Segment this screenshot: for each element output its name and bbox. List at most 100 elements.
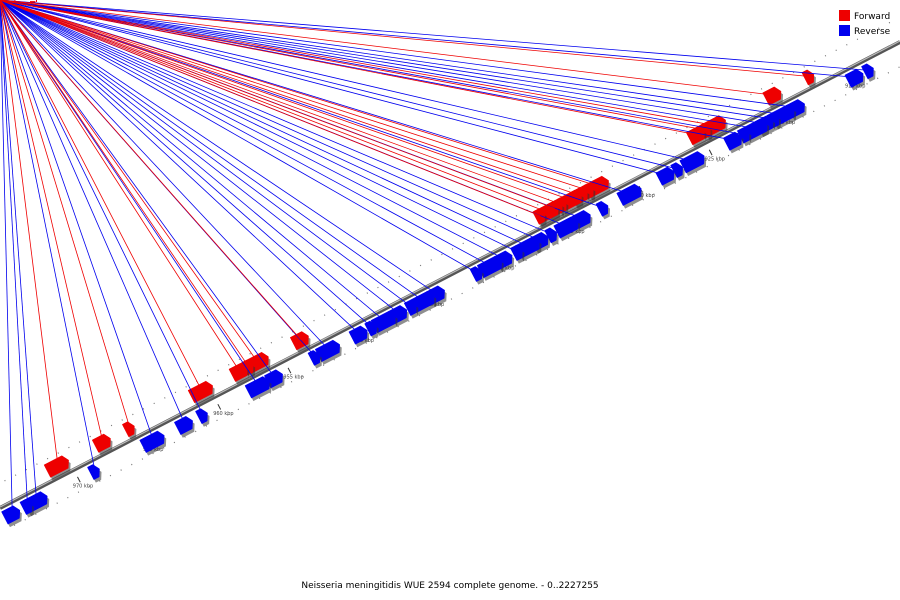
label-leader [0, 0, 870, 71]
tick-label: 960 kbp [213, 411, 233, 417]
tick-label: 930 kbp [634, 193, 654, 199]
label-leader [0, 0, 131, 429]
tick-label: 970 kbp [73, 484, 93, 490]
gene-argb [43, 455, 71, 481]
label-leader [0, 0, 572, 201]
label-leader [0, 0, 679, 170]
label-leader [0, 0, 413, 308]
gene-labels: dldNMAA_0796NMAA_0797NMAA_0798NMAA_ps061… [0, 0, 870, 515]
gene-nmaa-0831 [228, 362, 250, 385]
gene-purk [553, 216, 581, 242]
gene-nmaa-0802 [736, 127, 752, 147]
label-leader [0, 0, 784, 116]
label-leader [0, 0, 563, 206]
label-leader [0, 0, 276, 379]
backbone-highlight [0, 40, 900, 508]
gene-label-nmaa-0800: NMAA_0800 [0, 0, 61, 3]
gene-nmaa-0838 [91, 433, 113, 456]
gene-label-nmaa-0811: NMAA_0811 [0, 0, 61, 3]
gene-label-nmaa-0806: NMAA_0806 [0, 0, 61, 3]
label-leader [0, 0, 798, 109]
label-leader [0, 0, 757, 130]
gene-prob [173, 415, 195, 438]
label-leader [0, 0, 667, 176]
label-leader [0, 0, 386, 322]
legend-forward-label: Forward [854, 12, 890, 22]
gene-nmaa-0819 [510, 245, 525, 264]
gene-label-ftsk2: ftsK2 [0, 0, 25, 3]
label-leader [0, 0, 424, 302]
legend-reverse-label: Reverse [854, 27, 891, 37]
gene-label-nmaa-0809: NMAA_0809 [0, 0, 61, 3]
label-leader [0, 0, 13, 515]
label-leader [0, 0, 541, 241]
label-leader [0, 0, 400, 314]
label-leader [0, 0, 492, 267]
label-leader [0, 0, 774, 96]
label-leader [0, 0, 604, 209]
gene-hda [1, 505, 22, 528]
tick: 925 kbp [705, 149, 725, 162]
label-leader [0, 0, 541, 217]
gene-label-nmaa-0825: NMAA_0825 [0, 0, 61, 3]
tick-label: 925 kbp [705, 156, 725, 162]
gene-nmaa-0811 [532, 208, 547, 228]
label-leader [0, 0, 203, 392]
label-leader [0, 0, 599, 187]
gene-label-nmaa-0831: NMAA_0831 [0, 0, 61, 3]
gene-label-dusc: dusC [0, 0, 25, 3]
gene-label-folb: folB [0, 0, 19, 3]
tick-label: 955 kbp [283, 375, 303, 381]
label-leader [0, 0, 260, 387]
label-leader [0, 0, 154, 442]
gene-label-nmaa-0794: NMAA_0794 [0, 0, 61, 3]
label-leader [0, 0, 530, 247]
label-leader [0, 0, 505, 260]
label-leader [0, 0, 856, 78]
label-leader [0, 0, 186, 425]
tick: 960 kbp [213, 403, 234, 417]
figure-caption: Neisseria meningitidis WUE 2594 complete… [301, 581, 598, 591]
label-leader [0, 0, 694, 162]
tick: 955 kbp [283, 367, 304, 381]
guide-dots [0, 21, 891, 484]
label-leader [0, 0, 330, 351]
gene-leua [121, 421, 137, 440]
gene-nmaa-0823 [364, 320, 379, 340]
label-leader [0, 0, 204, 416]
label-leader [0, 0, 716, 126]
label-leader [0, 0, 360, 335]
reverse-strand-genes [1, 63, 876, 528]
label-leader [0, 0, 28, 507]
gene-label-nmaa-ps062: NMAA_ps062 [0, 0, 66, 3]
gene-nmaa-0804 [670, 162, 685, 181]
label-leader [0, 0, 241, 372]
gene-label-nmaa-0799: NMAA_0799 [0, 0, 61, 3]
legend: Forward Reverse [839, 10, 891, 37]
label-leader [0, 0, 96, 472]
gene-label-nmaa-0810: NMAA_0810 [0, 0, 61, 3]
gene-nmaa-0825 [289, 331, 311, 353]
label-leader [0, 0, 590, 192]
legend-forward-swatch [839, 10, 850, 21]
label-leader [0, 0, 59, 466]
label-leader [0, 0, 698, 136]
label-leader [0, 0, 438, 295]
label-leader [0, 0, 555, 209]
gene-label-nudf: nudF [0, 0, 25, 3]
gene-nmaa-0803 [679, 151, 707, 177]
label-leader [0, 0, 581, 196]
label-leader [0, 0, 37, 502]
gene-nmaa-0828 [307, 350, 322, 369]
gene-nmaa-0843 [19, 499, 34, 518]
gene-label-nmaa-0807: NMAA_0807 [0, 0, 61, 3]
gene-nmaa-ps068 [403, 300, 419, 319]
gene-label-nmaa-0808: NMAA_0808 [0, 0, 61, 3]
gene-nmaa-ps065 [616, 183, 644, 209]
gene-lgt [139, 430, 167, 456]
label-leader [0, 0, 810, 77]
label-leader [0, 0, 707, 131]
tick: 970 kbp [73, 476, 93, 490]
label-leader [0, 0, 250, 368]
